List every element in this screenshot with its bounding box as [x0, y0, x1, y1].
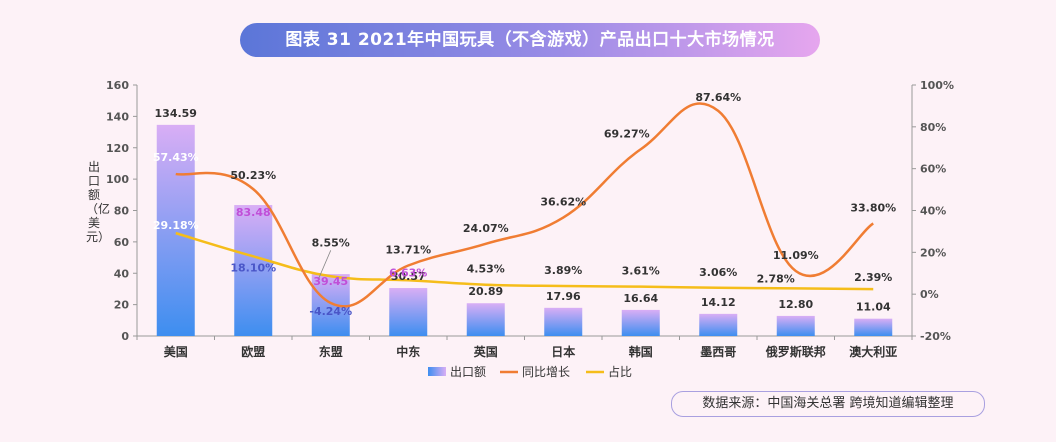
legend-label-growth: 同比增长	[522, 365, 570, 379]
y-tick-label: 80	[114, 205, 130, 218]
chart-title: 图表 31 2021年中国玩具（不含游戏）产品出口十大市场情况	[240, 23, 820, 57]
y2-tick-label: 60%	[920, 163, 946, 176]
growth-value-label: 87.64%	[695, 91, 741, 104]
bar-value-label: 11.04	[856, 301, 891, 314]
y-tick-label: 0	[121, 330, 129, 343]
share-value-label: 2.78%	[757, 272, 795, 285]
y2-tick-label: 100%	[920, 79, 954, 92]
x-tick-label: 俄罗斯联邦	[765, 344, 826, 359]
growth-value-label: -4.24%	[309, 305, 352, 318]
y-tick-label: 120	[106, 142, 129, 155]
share-value-label: 3.61%	[622, 265, 660, 278]
y2-tick-label: 0%	[920, 288, 939, 301]
growth-value-label: 57.43%	[153, 151, 199, 164]
share-value-label: 4.53%	[467, 263, 505, 276]
y-tick-label: 60	[114, 236, 130, 249]
growth-value-label: 69.27%	[604, 127, 650, 140]
x-tick-label: 中东	[396, 344, 420, 359]
growth-value-label: 36.62%	[540, 196, 586, 209]
x-tick-label: 墨西哥	[700, 345, 736, 359]
x-tick-label: 澳大利亚	[849, 344, 897, 359]
legend-label-export: 出口额	[450, 365, 486, 379]
bar	[621, 309, 660, 336]
share-value-label: 2.39%	[854, 271, 892, 284]
share-value-label: 3.06%	[699, 266, 737, 279]
bar-value-label: 39.45	[313, 275, 348, 288]
share-value-label: 29.18%	[153, 219, 199, 232]
growth-value-label: 33.80%	[850, 201, 896, 214]
y-tick-label: 20	[114, 299, 130, 312]
growth-value-label: 24.07%	[463, 222, 509, 235]
bar	[776, 315, 815, 336]
bar	[854, 318, 893, 336]
share-value-label: 6.63%	[389, 266, 427, 279]
bar	[466, 303, 505, 336]
share-value-label: 3.89%	[544, 264, 582, 277]
x-tick-label: 英国	[474, 344, 498, 359]
bar	[699, 313, 738, 336]
x-tick-label: 欧盟	[241, 344, 265, 359]
y2-tick-label: 20%	[920, 246, 946, 259]
x-tick-label: 韩国	[629, 344, 653, 359]
bar-value-label: 83.48	[236, 206, 271, 219]
y2-tick-label: -20%	[920, 330, 951, 343]
x-tick-label: 美国	[164, 344, 188, 359]
share-value-label: 8.55%	[312, 236, 350, 249]
bar	[389, 288, 428, 336]
bar-value-label: 134.59	[155, 107, 197, 120]
bar-value-label: 17.96	[546, 290, 581, 303]
x-tick-label: 东盟	[319, 344, 343, 359]
bar	[156, 124, 195, 336]
growth-value-label: 11.09%	[773, 249, 819, 262]
y-tick-label: 100	[106, 173, 129, 186]
label-leader-line	[318, 250, 332, 279]
y-tick-label: 40	[114, 267, 130, 280]
x-tick-label: 日本	[551, 344, 575, 359]
y-axis-label: 出口额（亿美元）	[86, 160, 111, 244]
legend-swatch-export	[428, 367, 446, 376]
y-tick-label: 140	[106, 110, 129, 123]
y2-tick-label: 80%	[920, 121, 946, 134]
share-line	[175, 231, 874, 291]
source-note: 数据来源：中国海关总署 跨境知道编辑整理	[671, 391, 985, 417]
bar	[311, 274, 350, 336]
legend-label-share: 占比	[608, 364, 632, 379]
bar	[234, 205, 273, 336]
bar-value-label: 30.57	[391, 270, 426, 283]
bar-value-label: 16.64	[623, 292, 658, 305]
y2-tick-label: 40%	[920, 205, 946, 218]
bar-value-label: 14.12	[701, 296, 736, 309]
bar	[544, 307, 583, 336]
growth-value-label: 50.23%	[230, 169, 276, 182]
growth-value-label: 13.71%	[385, 243, 431, 256]
bar-value-label: 12.80	[778, 298, 813, 311]
share-value-label: 18.10%	[230, 261, 276, 274]
growth-line	[175, 102, 874, 308]
y-tick-label: 160	[106, 79, 129, 92]
bar-value-label: 20.89	[468, 285, 503, 298]
